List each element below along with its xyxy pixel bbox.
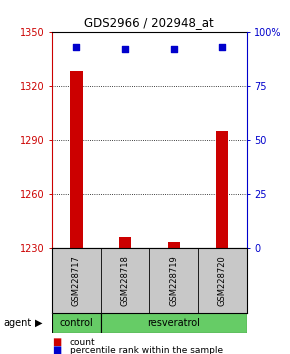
Bar <box>216 131 228 248</box>
Bar <box>168 242 180 248</box>
Text: count: count <box>70 338 95 347</box>
Bar <box>70 72 83 248</box>
Text: GSM228717: GSM228717 <box>72 255 81 306</box>
Title: GDS2966 / 202948_at: GDS2966 / 202948_at <box>84 16 214 29</box>
Text: GSM228718: GSM228718 <box>121 255 130 306</box>
Text: ■: ■ <box>52 345 61 354</box>
Text: GSM228719: GSM228719 <box>169 255 178 306</box>
Text: control: control <box>60 318 93 328</box>
Text: percentile rank within the sample: percentile rank within the sample <box>70 346 223 354</box>
Text: ■: ■ <box>52 337 61 347</box>
Text: agent: agent <box>3 318 31 328</box>
Point <box>171 46 176 52</box>
Bar <box>52 313 101 333</box>
Bar <box>101 313 246 333</box>
Text: ▶: ▶ <box>35 318 43 328</box>
Point <box>74 44 79 50</box>
Point <box>123 46 127 52</box>
Point <box>220 44 224 50</box>
Text: resveratrol: resveratrol <box>147 318 200 328</box>
Bar <box>119 237 131 248</box>
Text: GSM228720: GSM228720 <box>218 255 227 306</box>
